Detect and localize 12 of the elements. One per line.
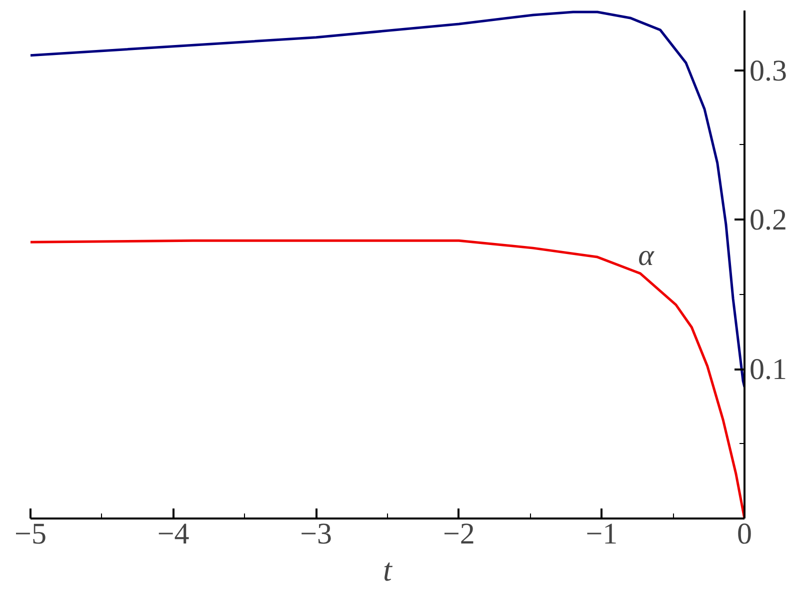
x-tick-label: −1 <box>586 518 618 550</box>
y-tick-label: 0.1 <box>750 353 787 386</box>
x-tick-label: −4 <box>157 518 190 550</box>
x-axis-title: t <box>383 552 394 588</box>
annotation: α <box>638 238 656 272</box>
x-tick-label: −2 <box>442 518 475 550</box>
x-tick-label: 0 <box>737 518 752 550</box>
y-tick-label: 0.3 <box>750 54 787 88</box>
x-tick-label: −3 <box>300 518 332 550</box>
y-tick-label: 0.2 <box>750 204 787 237</box>
line-series <box>30 10 744 388</box>
x-tick-label: −5 <box>14 518 46 550</box>
